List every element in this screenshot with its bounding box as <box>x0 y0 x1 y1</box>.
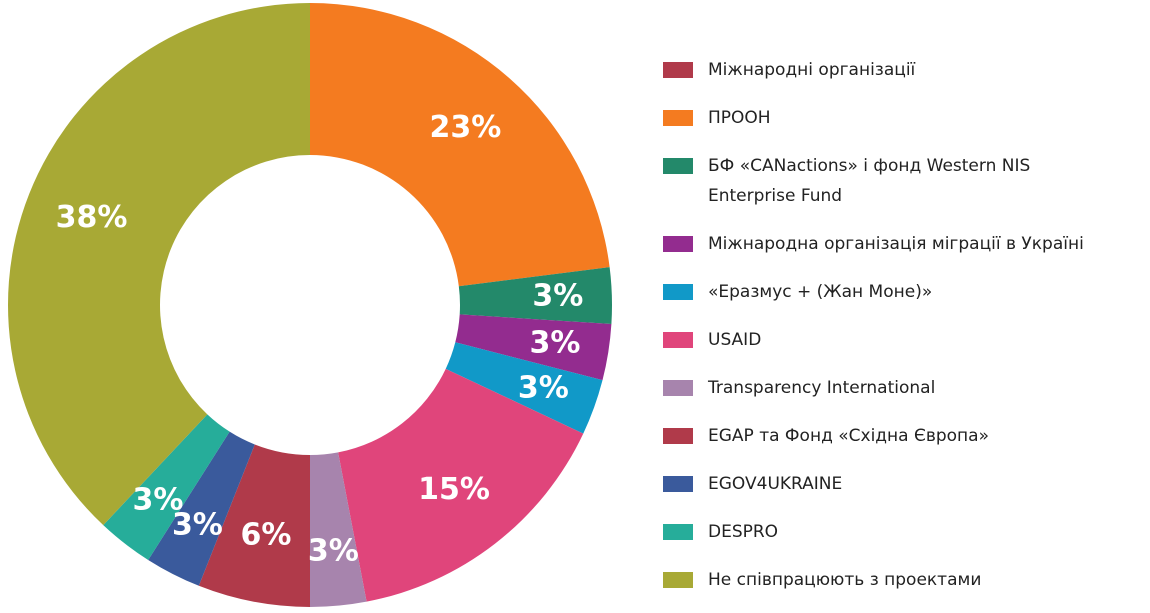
legend-swatch <box>663 62 693 78</box>
legend-item: Міжнародні організації <box>663 55 1143 85</box>
legend-label: EGOV4UKRAINE <box>708 474 843 494</box>
legend-label: EGAP та Фонд «Східна Європа» <box>708 426 989 446</box>
legend-swatch <box>663 110 693 126</box>
legend-item: Не співпрацюють з проектами <box>663 565 1143 595</box>
legend-item: DESPRO <box>663 517 1143 547</box>
legend-swatch <box>663 158 693 174</box>
data-label: 3% <box>308 533 359 568</box>
slice <box>310 452 367 607</box>
legend-label: Transparency International <box>708 378 936 398</box>
legend-swatch <box>663 380 693 396</box>
legend: Міжнародні організації ПРООН БФ «CANaction… <box>663 55 1143 613</box>
legend-item: Transparency International <box>663 373 1143 403</box>
data-label: 3% <box>532 279 583 314</box>
data-label: 3% <box>133 482 184 517</box>
legend-swatch <box>663 476 693 492</box>
slice <box>103 414 230 560</box>
slice <box>455 314 612 381</box>
legend-item: «Еразмус + (Жан Моне)» <box>663 277 1143 307</box>
legend-item: USAID <box>663 325 1143 355</box>
slice <box>445 342 603 434</box>
legend-item: ПРООН <box>663 103 1143 133</box>
slice <box>310 3 610 287</box>
legend-swatch <box>663 332 693 348</box>
data-label: 15% <box>418 472 490 507</box>
legend-label: БФ «CANactions» і фонд Western NIS Enter… <box>708 156 1031 206</box>
legend-item: EGOV4UKRAINE <box>663 469 1143 499</box>
slice <box>198 444 310 607</box>
data-label: 3% <box>518 371 569 406</box>
legend-swatch <box>663 284 693 300</box>
legend-item: БФ «CANactions» і фонд Western NIS Enter… <box>663 151 1143 211</box>
data-label: 3% <box>529 325 580 360</box>
data-label: 6% <box>240 517 291 552</box>
slice <box>8 3 310 526</box>
legend-label: Не співпрацюють з проектами <box>708 570 982 590</box>
legend-label: DESPRO <box>708 522 779 542</box>
legend-item: Міжнародна організація міграції в Україн… <box>663 229 1143 259</box>
legend-swatch <box>663 428 693 444</box>
chart: 23%3%3%3%15%3%6%3%3%38% <box>8 3 612 607</box>
slice <box>458 267 612 324</box>
legend-label: «Еразмус + (Жан Моне)» <box>708 282 933 302</box>
slice <box>148 431 255 586</box>
data-label: 3% <box>172 507 223 542</box>
data-label: 23% <box>430 110 502 145</box>
legend-swatch <box>663 236 693 252</box>
legend-label: ПРООН <box>708 108 771 128</box>
data-label: 38% <box>56 200 128 235</box>
legend-swatch <box>663 524 693 540</box>
legend-label: USAID <box>708 330 762 350</box>
legend-label: Міжнародні організації <box>708 60 916 80</box>
legend-item: EGAP та Фонд «Східна Європа» <box>663 421 1143 451</box>
legend-swatch <box>663 572 693 588</box>
legend-label: Міжнародна організація міграції в Україн… <box>708 234 1084 254</box>
slice <box>338 368 584 602</box>
